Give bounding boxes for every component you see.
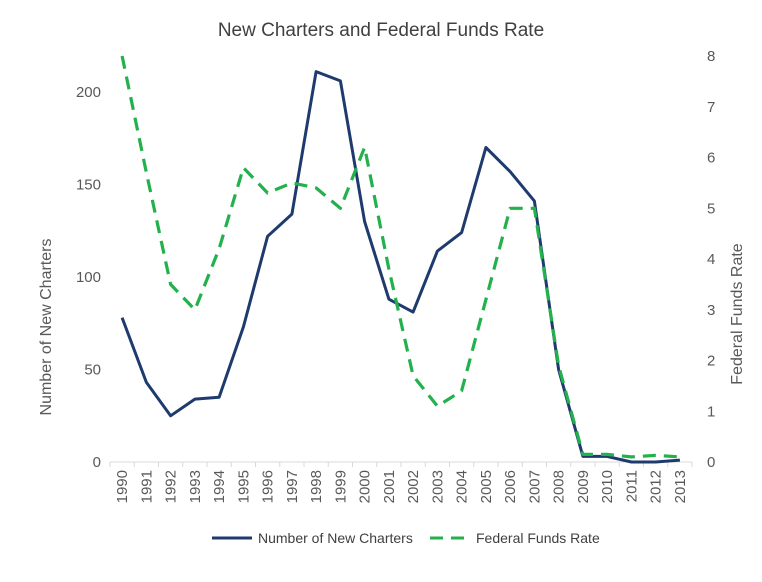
right-axis-label: Federal Funds Rate (729, 243, 746, 385)
x-tick-label: 2004 (454, 470, 471, 503)
x-tick-label: 1991 (138, 470, 155, 503)
x-tick-label: 2001 (381, 470, 398, 503)
series-layer (120, 55, 681, 464)
x-tick-label: 1999 (332, 470, 349, 503)
x-tick-label: 2005 (478, 470, 495, 503)
chart-title: New Charters and Federal Funds Rate (218, 20, 544, 41)
right-tick-label: 8 (707, 48, 715, 65)
x-tick-label: 1992 (163, 470, 180, 503)
x-tick-label: 1993 (187, 470, 204, 503)
x-tick-label: 1990 (114, 470, 131, 503)
x-tick-label: 1994 (211, 470, 228, 503)
legend-label-fed-funds: Federal Funds Rate (476, 530, 600, 546)
x-tick-label: 1997 (284, 470, 301, 503)
x-tick-label: 1998 (308, 470, 325, 503)
left-tick-label: 150 (76, 177, 101, 194)
x-tick-label: 2009 (575, 470, 592, 503)
right-tick-label: 2 (707, 353, 715, 370)
x-tick-label: 2010 (599, 470, 616, 503)
right-tick-label: 4 (707, 251, 715, 268)
right-tick-label: 1 (707, 403, 715, 420)
x-tick-label: 2007 (526, 470, 543, 503)
x-tick-label: 2008 (551, 470, 568, 503)
right-tick-label: 3 (707, 302, 715, 319)
x-tick-label: 2000 (357, 470, 374, 503)
x-tick-label: 2013 (672, 470, 689, 503)
right-tick-label: 0 (707, 454, 715, 471)
x-tick-label: 2003 (429, 470, 446, 503)
left-axis-ticks: 0 50 100 150 200 (76, 84, 101, 471)
left-tick-label: 100 (76, 269, 101, 286)
legend: Number of New Charters Federal Funds Rat… (212, 530, 600, 546)
legend-label-charters: Number of New Charters (258, 530, 413, 546)
x-tick-label: 2011 (623, 470, 640, 502)
x-tick-label: 1996 (260, 470, 277, 503)
left-tick-label: 50 (84, 362, 101, 379)
x-tick-label: 2002 (405, 470, 422, 503)
x-tick-label: 2012 (648, 470, 665, 503)
left-tick-label: 0 (93, 454, 101, 471)
x-tick-label: 2006 (502, 470, 519, 503)
series-line-charters (120, 70, 681, 464)
right-tick-label: 5 (707, 200, 715, 217)
right-tick-label: 7 (707, 99, 715, 116)
x-tick-label: 1995 (235, 470, 252, 503)
series-line-fed-funds (120, 55, 680, 459)
left-axis-label: Number of New Charters (38, 239, 55, 416)
x-axis-ticks: 1990 1991 1992 1993 1994 1995 1996 1997 1998 1999… (109, 462, 693, 503)
right-axis-ticks: 0 1 2 3 4 5 6 7 8 (707, 48, 715, 471)
right-tick-label: 6 (707, 150, 715, 167)
left-tick-label: 200 (76, 84, 101, 101)
